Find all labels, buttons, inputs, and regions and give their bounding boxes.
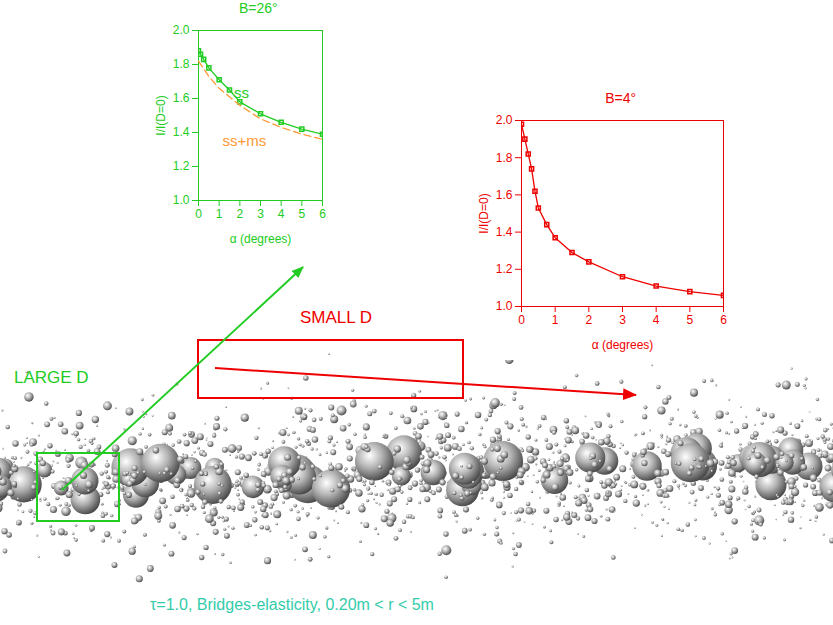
html-text:ss: ss [234, 84, 249, 101]
svg-text:1.2: 1.2 [496, 262, 513, 276]
svg-text:0: 0 [195, 207, 202, 221]
svg-text:2.0: 2.0 [496, 113, 513, 127]
svg-text:2.0: 2.0 [173, 23, 190, 37]
svg-text:5: 5 [298, 207, 305, 221]
svg-text:1.8: 1.8 [496, 151, 513, 165]
svg-text:1.4: 1.4 [496, 225, 513, 239]
svg-text:1.0: 1.0 [496, 299, 513, 313]
html-text:B=26°: B=26° [239, 0, 278, 16]
svg-text:5: 5 [686, 313, 693, 327]
svg-text:1: 1 [216, 207, 223, 221]
svg-text:α (degrees): α (degrees) [592, 338, 654, 352]
svg-text:3: 3 [619, 313, 626, 327]
svg-text:2: 2 [236, 207, 243, 221]
svg-text:1.4: 1.4 [173, 125, 190, 139]
svg-text:4: 4 [278, 207, 285, 221]
svg-text:6: 6 [319, 207, 326, 221]
html-text:B=4°: B=4° [605, 90, 637, 106]
svg-text:1: 1 [552, 313, 559, 327]
html-text:LARGE D: LARGE D [14, 368, 89, 387]
html-text:τ=1.0, Bridges-elasticity, 0.2: τ=1.0, Bridges-elasticity, 0.20m < r < 5… [150, 596, 434, 613]
svg-text:1.8: 1.8 [173, 57, 190, 71]
html-text:SMALL D: SMALL D [300, 308, 373, 327]
svg-text:I/I(D=0): I/I(D=0) [477, 193, 491, 233]
html-text:ss+ms: ss+ms [222, 132, 267, 149]
svg-text:3: 3 [257, 207, 264, 221]
svg-text:α (degrees): α (degrees) [230, 232, 292, 246]
svg-text:1.2: 1.2 [173, 159, 190, 173]
svg-text:4: 4 [653, 313, 660, 327]
svg-text:1.6: 1.6 [496, 188, 513, 202]
svg-text:6: 6 [720, 313, 727, 327]
svg-text:1.6: 1.6 [173, 91, 190, 105]
svg-text:I/I(D=0): I/I(D=0) [154, 95, 168, 135]
svg-text:2: 2 [585, 313, 592, 327]
svg-text:0: 0 [518, 313, 525, 327]
svg-text:1.0: 1.0 [173, 193, 190, 207]
